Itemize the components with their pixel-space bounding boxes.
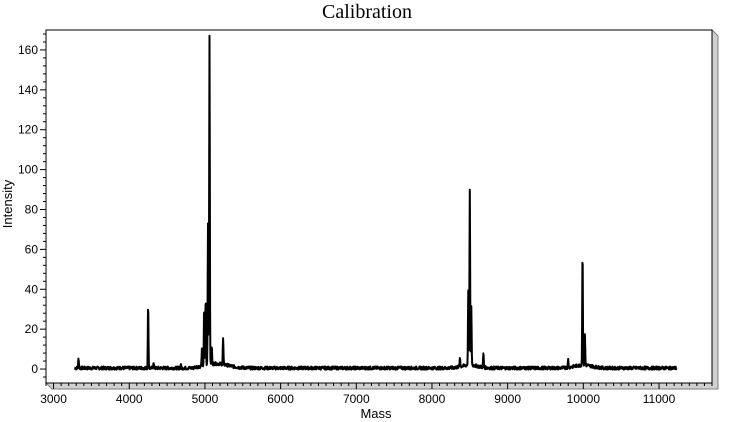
y-axis-title: Intensity bbox=[0, 179, 15, 228]
x-tick-label: 11000 bbox=[643, 392, 676, 406]
y-axis: 0 20 40 60 80 100 120 140 160 bbox=[18, 33, 46, 378]
y-tick-label: 100 bbox=[18, 163, 38, 177]
y-tick-label: 160 bbox=[18, 43, 38, 57]
x-axis-title: Mass bbox=[360, 406, 392, 421]
x-tick-label: 6000 bbox=[267, 392, 294, 406]
y-tick-label: 120 bbox=[18, 123, 38, 137]
x-tick-label: 10000 bbox=[567, 392, 601, 406]
x-tick-label: 7000 bbox=[343, 392, 370, 406]
y-tick-label: 80 bbox=[25, 202, 39, 216]
x-tick-label: 9000 bbox=[494, 392, 521, 406]
y-tick-label: 0 bbox=[31, 362, 38, 376]
x-tick-label: 4000 bbox=[116, 392, 143, 406]
x-axis: 3000 4000 5000 6000 7000 8000 9000 10000 11000 bbox=[40, 383, 713, 406]
chart-title: Calibration bbox=[322, 1, 412, 23]
x-tick-label: 5000 bbox=[192, 392, 219, 406]
x-tick-label: 8000 bbox=[419, 392, 446, 406]
spectrum-line bbox=[74, 34, 678, 371]
y-tick-label: 40 bbox=[25, 282, 39, 296]
y-tick-label: 20 bbox=[25, 322, 39, 336]
x-tick-label: 3000 bbox=[40, 392, 67, 406]
y-tick-label: 140 bbox=[18, 83, 38, 97]
plot-area bbox=[45, 29, 713, 384]
y-tick-label: 60 bbox=[25, 242, 39, 256]
